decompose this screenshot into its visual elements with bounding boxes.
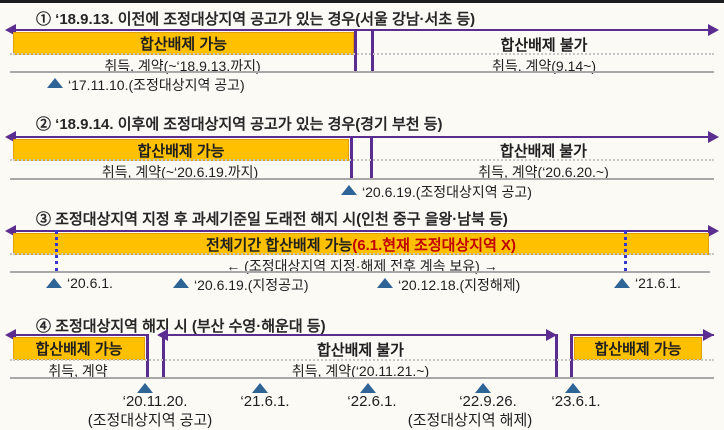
section3-date-marker: ‘21.6.1. — [614, 275, 681, 291]
timeline-marker-icon — [565, 383, 581, 393]
section4-impossible-label: 합산배제 불가 — [317, 342, 404, 359]
section3-marker-label: ‘20.12.18.(지정해제) — [398, 277, 521, 293]
timeline-marker-icon — [614, 278, 630, 288]
section4-release-caption: (조정대상지역 해제) — [407, 412, 533, 429]
section2-date-marker: ‘20.6.19.(조정대상지역 공고) — [341, 182, 532, 202]
section2-possible-band: 합산배제 가능 — [13, 139, 349, 161]
arrow-left-icon — [5, 131, 16, 143]
timeline-marker-icon — [252, 383, 268, 393]
section1-boundary-line-right — [371, 29, 374, 73]
section4-left-acquisition-text: 취득, 계약 — [48, 363, 108, 379]
section2-possible-label: 합산배제 가능 — [137, 142, 225, 160]
section3-marker-label: ‘21.6.1. — [635, 275, 681, 291]
arrow-right-icon — [708, 225, 719, 237]
section1-timeline-axis — [10, 29, 714, 31]
section4-date-label: ‘21.6.1. — [240, 393, 290, 410]
top-border-rule — [0, 0, 724, 3]
section4-right-possible-label: 합산배제 가능 — [594, 341, 682, 358]
section4-announce-caption: (조정대상지역 공고) — [87, 412, 213, 429]
section4-right-axis — [571, 334, 714, 336]
section1-date-marker: ‘17.11.10.(조정대상지역 공고) — [47, 75, 245, 95]
section3-date-marker: ‘20.6.19.(지정공고) — [173, 275, 309, 295]
timeline-marker-icon — [377, 278, 393, 288]
section3-baseline — [10, 271, 710, 273]
section4-left-possible-label: 합산배제 가능 — [35, 341, 123, 358]
arrow-right-icon — [708, 24, 719, 36]
section1-dotted-divider — [10, 53, 714, 55]
section3-dotted-divider — [10, 253, 714, 255]
section2-timeline-axis — [10, 136, 714, 138]
section2-right-acquisition-text: 취득, 계약(‘20.6.20.~) — [478, 164, 609, 180]
section2-boundary-line-right — [370, 136, 373, 180]
section4-boundary-line-1 — [146, 334, 149, 379]
section4-date-label: ‘23.6.1. — [551, 393, 601, 410]
section2-dotted-divider — [10, 159, 714, 161]
section4-date-label: ‘22.6.1. — [347, 393, 397, 410]
section3-timeline-axis — [10, 230, 714, 232]
arrow-left-icon — [5, 24, 16, 36]
timeline-marker-icon — [47, 78, 63, 88]
section2-left-acquisition-text: 취득, 계약(~‘20.6.19.까지) — [101, 164, 259, 180]
section3-date-marker: ‘20.6.1. — [46, 275, 113, 291]
timeline-marker-icon — [341, 185, 357, 195]
section3-marker-label: ‘20.6.1. — [67, 275, 113, 291]
timeline-marker-icon — [360, 383, 376, 393]
section2-baseline — [10, 178, 714, 180]
section1-boundary-line-left — [354, 29, 357, 73]
section2-title: ② ‘18.9.14. 이후에 조정대상지역 공고가 있는 경우(경기 부천 등… — [36, 116, 443, 133]
section3-designation-dotted-line — [55, 230, 58, 272]
timeline-marker-icon — [137, 383, 153, 393]
arrow-left-icon — [5, 225, 16, 237]
arrow-right-icon — [546, 329, 557, 341]
section3-date-marker: ‘20.12.18.(지정해제) — [377, 275, 520, 295]
section3-band-condition-label: (6.1.현재 조정대상지역 X) — [352, 236, 517, 254]
section4-date-label: ‘20.11.20. — [122, 393, 188, 410]
arrow-right-icon — [708, 131, 719, 143]
section1-marker-label: ‘17.11.10.(조정대상지역 공고) — [68, 77, 245, 93]
section3-title: ③ 조정대상지역 지정 후 과세기준일 도래전 해지 시(인천 중구 을왕·남북… — [36, 211, 508, 228]
arrow-right-icon — [703, 329, 714, 341]
section4-dotted-divider — [10, 359, 714, 361]
section1-possible-band: 합산배제 가능 — [13, 32, 354, 55]
section3-holding-note: ← (조정대상지역 지정·해제 전후 계속 보유) → — [226, 258, 498, 274]
section4-boundary-line-2 — [162, 334, 165, 379]
section4-right-possible-band: 합산배제 가능 — [574, 337, 702, 360]
section4-left-possible-band: 합산배제 가능 — [13, 337, 145, 360]
timeline-marker-icon — [46, 278, 62, 288]
section1-left-acquisition-text: 취득, 계약(~‘18.9.13.까지) — [104, 58, 261, 74]
section2-boundary-line-left — [350, 136, 353, 180]
section2-marker-label: ‘20.6.19.(조정대상지역 공고) — [362, 184, 532, 200]
section4-boundary-line-3 — [555, 334, 558, 379]
section4-title: ④ 조정대상지역 해지 시 (부산 수영·해운대 등) — [36, 318, 326, 335]
section1-impossible-label: 합산배제 불가 — [500, 37, 588, 54]
section3-marker-label: ‘20.6.19.(지정공고) — [194, 277, 309, 293]
section3-band-main-label: 전체기간 합산배제 가능 — [205, 236, 353, 254]
section4-left-axis — [10, 334, 147, 336]
section4-middle-acquisition-text: 취득, 계약(‘20.11.21.~) — [291, 363, 430, 379]
section1-possible-label: 합산배제 가능 — [140, 36, 227, 53]
timeline-marker-icon — [475, 383, 491, 393]
section1-right-acquisition-text: 취득, 계약(9.14~) — [491, 58, 597, 74]
section3-full-period-band: 전체기간 합산배제 가능 (6.1.현재 조정대상지역 X) — [13, 233, 709, 255]
section4-boundary-line-4 — [570, 334, 573, 379]
section4-middle-axis — [163, 334, 557, 336]
section2-impossible-label: 합산배제 불가 — [500, 143, 587, 160]
arrow-left-icon — [5, 329, 16, 341]
section1-title: ① ‘18.9.13. 이전에 조정대상지역 공고가 있는 경우(서울 강남·서… — [36, 11, 476, 28]
section3-release-dotted-line — [624, 230, 627, 272]
section1-baseline — [10, 71, 714, 73]
section4-date-label: ‘22.9.26. — [459, 393, 517, 410]
timeline-marker-icon — [173, 278, 189, 288]
section4-baseline — [10, 377, 714, 379]
